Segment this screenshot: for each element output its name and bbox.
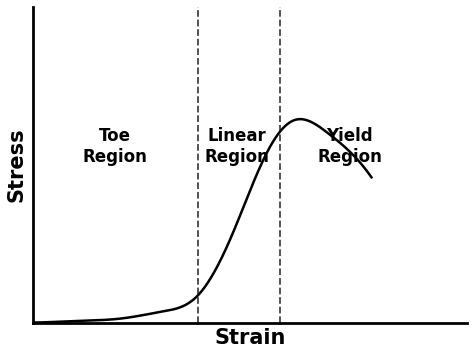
Text: Linear
Region: Linear Region [204,127,269,166]
Text: Yield
Region: Yield Region [317,127,382,166]
Y-axis label: Stress: Stress [7,127,27,202]
Text: Toe
Region: Toe Region [82,127,147,166]
X-axis label: Strain: Strain [214,328,285,348]
